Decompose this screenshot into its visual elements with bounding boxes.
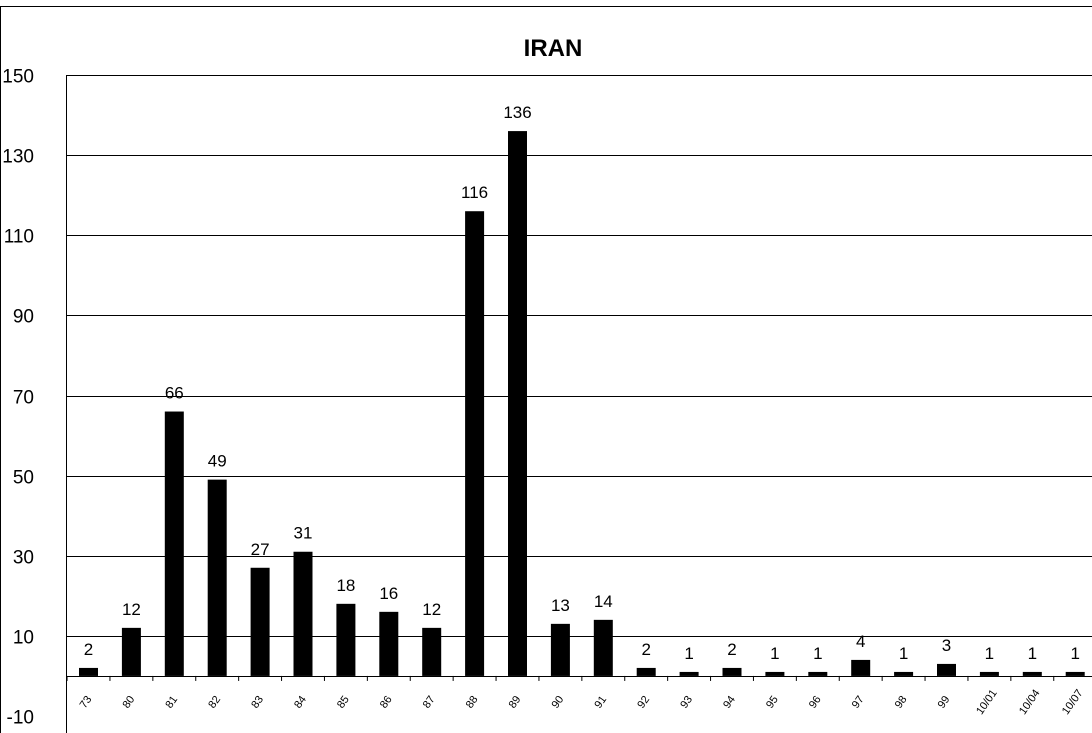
data-label: 1 (899, 644, 908, 663)
x-tick-label: 83 (249, 694, 266, 711)
chart-area-border (0, 6, 1092, 733)
x-tick-label: 89 (507, 694, 524, 711)
y-tick-label: 130 (2, 147, 34, 168)
bar (851, 659, 871, 676)
y-tick-label: 50 (13, 468, 34, 489)
x-tick-label: 85 (335, 694, 352, 711)
data-label: 2 (641, 640, 650, 659)
y-tick-label: 110 (4, 227, 34, 248)
bar (121, 627, 141, 676)
bar (679, 671, 699, 676)
bar (765, 671, 785, 676)
x-tick-label: 82 (206, 694, 223, 711)
data-label: 4 (856, 632, 865, 651)
y-tick-label: 90 (13, 307, 34, 328)
bar (293, 551, 313, 676)
bar (164, 411, 184, 676)
bar (79, 667, 98, 676)
x-tick-label: 90 (550, 694, 567, 711)
data-label: 12 (422, 600, 441, 619)
bar (636, 667, 656, 676)
y-tick-label: 30 (13, 548, 34, 569)
bar (808, 671, 828, 676)
y-tick-label: 150 (2, 67, 34, 88)
bar (593, 619, 613, 676)
bar (894, 671, 914, 676)
data-label: 1 (1028, 644, 1037, 663)
y-tick-label: 70 (13, 388, 34, 409)
chart-title: IRAN (524, 35, 583, 62)
data-label: 14 (594, 592, 613, 611)
bar (336, 603, 356, 676)
x-tick-label: 97 (850, 694, 867, 711)
y-tick-label: -10 (7, 708, 34, 729)
x-tick-label: 94 (721, 694, 738, 711)
bar (508, 131, 527, 676)
bar (550, 623, 570, 676)
data-label: 1 (813, 644, 822, 663)
x-tick-label: 98 (893, 694, 910, 711)
x-tick-label: 81 (163, 694, 180, 711)
data-label: 3 (942, 636, 951, 655)
x-tick-label: 88 (464, 694, 481, 711)
data-label: 18 (336, 576, 355, 595)
bar (722, 667, 742, 676)
y-tick-label: 10 (13, 628, 34, 649)
x-tick-label: 86 (378, 694, 395, 711)
bar (250, 567, 270, 676)
x-tick-label: 80 (121, 694, 138, 711)
bar (207, 479, 227, 676)
data-label: 12 (122, 600, 141, 619)
data-label: 2 (84, 640, 93, 659)
y-axis: 150 130 110 90 70 50 30 10 -10 (2, 67, 67, 733)
x-tick-label: 84 (292, 694, 309, 711)
bar (1065, 671, 1085, 676)
data-label: 13 (551, 596, 570, 615)
x-tick-label: 87 (421, 694, 438, 711)
data-label: 49 (208, 452, 227, 471)
bar (979, 671, 999, 676)
data-label: 1 (684, 644, 693, 663)
x-tick-label: 92 (635, 694, 652, 711)
x-tick-label: 73 (78, 694, 95, 711)
bar (465, 211, 485, 676)
data-label: 136 (503, 103, 531, 122)
x-tick-label: 99 (936, 694, 953, 711)
data-label: 16 (379, 584, 398, 603)
data-label: 1 (985, 644, 994, 663)
bar (422, 627, 442, 676)
x-tick-label: 96 (807, 694, 824, 711)
x-tick-label: 93 (678, 694, 695, 711)
data-label: 66 (165, 384, 184, 403)
bar (379, 611, 399, 676)
gridlines (66, 75, 1092, 637)
data-label: 27 (251, 540, 270, 559)
data-label: 2 (727, 640, 736, 659)
bar (937, 663, 956, 676)
x-tick-label: 95 (764, 694, 781, 711)
data-label: 116 (461, 183, 488, 202)
data-label: 1 (770, 644, 779, 663)
data-label: 1 (1070, 644, 1079, 663)
bars (79, 131, 1085, 676)
x-tick-label: 91 (592, 694, 609, 711)
data-label: 31 (294, 524, 313, 543)
bar (1022, 671, 1042, 676)
